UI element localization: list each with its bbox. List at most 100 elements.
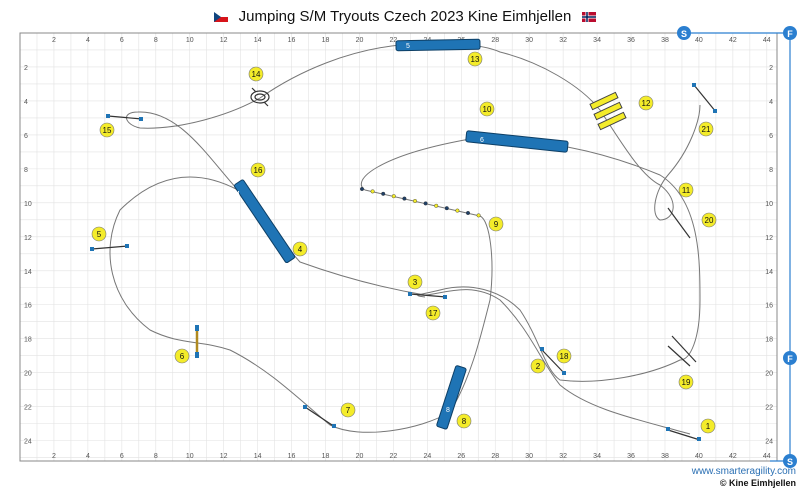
x-tick-label: 2 — [52, 37, 56, 44]
x-tick-label: 28 — [491, 453, 499, 460]
x-tick-label: 12 — [220, 453, 228, 460]
x-tick-label: 16 — [288, 453, 296, 460]
y-tick-label: 16 — [24, 303, 32, 310]
y-tick-label: 24 — [24, 439, 32, 446]
obstacle-number-17: 17 — [425, 305, 441, 321]
obstacle-number-15: 15 — [99, 122, 115, 138]
x-axis-bottom-labels: 2 4 6 8 10 12 14 16 18 20 22 24 26 28 30 32 34 36 38 40 42 44 — [52, 453, 771, 460]
svg-text:7: 7 — [346, 406, 351, 415]
tunnel-4: 4 — [234, 179, 296, 264]
weave-pole — [381, 191, 386, 196]
x-tick-label: 8 — [154, 453, 158, 460]
svg-text:10: 10 — [483, 105, 492, 114]
y-tick-label: 18 — [24, 337, 32, 344]
svg-text:13: 13 — [471, 55, 480, 64]
obstacle-number-11: 11 — [678, 182, 694, 198]
obstacle-number-12: 12 — [638, 95, 654, 111]
weave-pole — [455, 208, 460, 213]
x-tick-label: 18 — [322, 37, 330, 44]
y-tick-label: 8 — [24, 167, 28, 174]
x-tick-label: 28 — [491, 37, 499, 44]
ring-border — [19, 32, 778, 462]
jump-15 — [107, 115, 143, 120]
tunnel-6: 6 — [465, 130, 569, 153]
course-title: Jumping S/M Tryouts Czech 2023 Kine Eimh… — [238, 8, 572, 25]
weave-pole — [423, 201, 428, 206]
svg-text:S: S — [787, 457, 793, 467]
y-tick-label: 4 — [769, 99, 773, 106]
x-tick-label: 18 — [322, 453, 330, 460]
obstacle-number-2: 2 — [530, 358, 546, 374]
y-tick-label: 2 — [769, 65, 773, 72]
svg-text:3: 3 — [413, 278, 418, 287]
y-tick-label: 18 — [765, 337, 773, 344]
x-tick-label: 12 — [220, 37, 228, 44]
x-tick-label: 20 — [356, 453, 364, 460]
svg-text:14: 14 — [252, 70, 261, 79]
y-tick-label: 10 — [765, 201, 773, 208]
x-tick-label: 8 — [154, 37, 158, 44]
x-tick-label: 14 — [254, 453, 262, 460]
jump-2 — [541, 349, 566, 375]
tunnel-5: 5 — [395, 38, 481, 52]
ladder-obstacle-12 — [589, 91, 627, 131]
x-tick-label: 38 — [661, 453, 669, 460]
czech-flag-icon — [214, 12, 229, 23]
x-tick-label: 42 — [729, 453, 737, 460]
svg-text:15: 15 — [103, 126, 112, 135]
weave-poles — [360, 186, 481, 218]
x-tick-label: 30 — [525, 453, 533, 460]
x-tick-label: 30 — [525, 37, 533, 44]
finish-marker-top: F — [783, 26, 797, 40]
y-tick-label: 8 — [769, 167, 773, 174]
obstacle-number-10: 10 — [479, 101, 495, 117]
x-tick-label: 44 — [763, 37, 771, 44]
obstacle-number-13: 13 — [467, 51, 483, 67]
svg-text:18: 18 — [560, 352, 569, 361]
svg-text:F: F — [787, 354, 793, 364]
svg-text:F: F — [787, 29, 793, 39]
tunnel-8: 8 — [436, 365, 467, 430]
svg-text:6: 6 — [180, 352, 185, 361]
y-tick-label: 24 — [765, 439, 773, 446]
x-tick-label: 24 — [423, 453, 431, 460]
obstacle-number-1: 1 — [700, 418, 716, 434]
jump-wing-ends — [90, 83, 717, 441]
x-tick-label: 40 — [695, 37, 703, 44]
obstacle-number-5: 5 — [91, 226, 107, 242]
x-tick-label: 2 — [52, 453, 56, 460]
svg-text:5: 5 — [97, 230, 102, 239]
y-tick-label: 4 — [24, 99, 28, 106]
y-tick-label: 22 — [765, 405, 773, 412]
x-tick-label: 44 — [763, 453, 771, 460]
finish-marker-right: F — [783, 351, 797, 365]
start-marker-bottom: S — [783, 454, 797, 468]
svg-text:12: 12 — [642, 99, 651, 108]
y-tick-label: 14 — [765, 269, 773, 276]
obstacle-number-20: 20 — [701, 212, 717, 228]
svg-text:9: 9 — [494, 220, 499, 229]
grid-lines — [20, 33, 777, 461]
weave-pole — [476, 213, 481, 218]
tunnel-label-5: 5 — [406, 43, 410, 50]
x-tick-label: 20 — [356, 37, 364, 44]
svg-text:1: 1 — [706, 422, 711, 431]
tunnel-label-6: 6 — [480, 137, 484, 144]
jump-1 — [667, 429, 701, 441]
obstacle-number-16: 16 — [250, 162, 266, 178]
weave-pole — [402, 196, 407, 201]
y-tick-label: 6 — [769, 133, 773, 140]
y-tick-label: 20 — [24, 371, 32, 378]
website-link[interactable]: www.smarteragility.com — [691, 466, 796, 477]
start-finish-lines — [684, 32, 791, 462]
x-tick-label: 6 — [120, 37, 124, 44]
weave-pole — [360, 186, 365, 191]
svg-text:20: 20 — [705, 216, 714, 225]
svg-text:19: 19 — [682, 378, 691, 387]
tunnel-label-8: 8 — [446, 407, 450, 414]
dog-path — [109, 43, 701, 435]
y-tick-label: 14 — [24, 269, 32, 276]
